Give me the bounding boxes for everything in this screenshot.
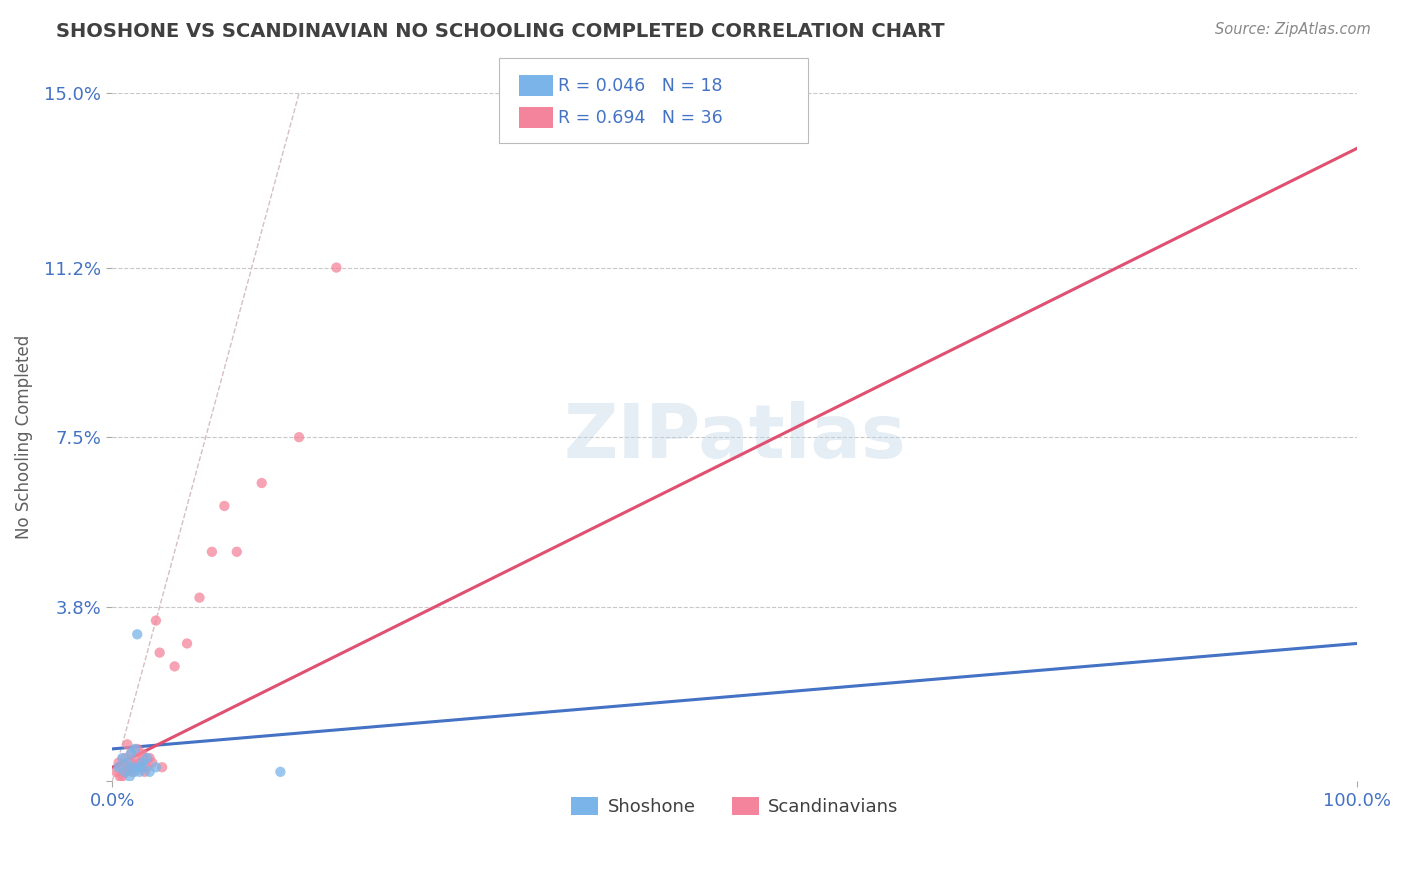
Point xyxy=(127,627,149,641)
Point xyxy=(124,764,146,779)
Text: SHOSHONE VS SCANDINAVIAN NO SCHOOLING COMPLETED CORRELATION CHART: SHOSHONE VS SCANDINAVIAN NO SCHOOLING CO… xyxy=(56,22,945,41)
Point xyxy=(124,760,146,774)
Y-axis label: No Schooling Completed: No Schooling Completed xyxy=(15,335,32,540)
Point xyxy=(115,764,138,779)
Point xyxy=(118,769,141,783)
Point xyxy=(114,764,136,779)
Text: R = 0.694   N = 36: R = 0.694 N = 36 xyxy=(558,109,723,127)
Point xyxy=(128,764,150,779)
Point xyxy=(127,742,149,756)
Point xyxy=(176,636,198,650)
Point xyxy=(132,751,155,765)
Legend: Shoshone, Scandinavians: Shoshone, Scandinavians xyxy=(564,789,905,823)
Text: ZIPatlas: ZIPatlas xyxy=(564,401,905,474)
Text: Source: ZipAtlas.com: Source: ZipAtlas.com xyxy=(1215,22,1371,37)
Point xyxy=(105,764,128,779)
Point xyxy=(136,751,159,765)
Point xyxy=(108,769,131,783)
Point xyxy=(120,747,142,761)
Point xyxy=(129,760,152,774)
Point xyxy=(288,430,311,444)
Point xyxy=(121,760,143,774)
Point xyxy=(201,545,224,559)
Point xyxy=(138,751,160,765)
Point xyxy=(131,747,153,761)
Point xyxy=(188,591,211,605)
Point xyxy=(117,760,139,774)
Point xyxy=(269,764,291,779)
Point xyxy=(111,751,134,765)
Point xyxy=(134,764,156,779)
Point xyxy=(120,756,142,770)
Point xyxy=(124,742,146,756)
Point xyxy=(111,760,134,774)
Point xyxy=(127,760,149,774)
Point xyxy=(250,476,273,491)
Point xyxy=(325,260,347,275)
Point xyxy=(121,764,143,779)
Point xyxy=(163,659,186,673)
Point xyxy=(145,614,167,628)
Point xyxy=(131,756,153,770)
Point xyxy=(114,764,136,779)
Point xyxy=(124,751,146,765)
Point xyxy=(117,756,139,770)
Point xyxy=(107,760,129,774)
Point xyxy=(145,760,167,774)
Text: R = 0.046   N = 18: R = 0.046 N = 18 xyxy=(558,77,723,95)
Point xyxy=(214,499,236,513)
Point xyxy=(132,760,155,774)
Point xyxy=(149,646,172,660)
Point xyxy=(225,545,247,559)
Point xyxy=(107,756,129,770)
Point xyxy=(117,737,139,751)
Point xyxy=(141,756,163,770)
Point xyxy=(111,769,134,783)
Point xyxy=(128,756,150,770)
Point xyxy=(120,747,142,761)
Point xyxy=(150,760,173,774)
Point xyxy=(136,760,159,774)
Point xyxy=(114,751,136,765)
Point xyxy=(138,764,160,779)
